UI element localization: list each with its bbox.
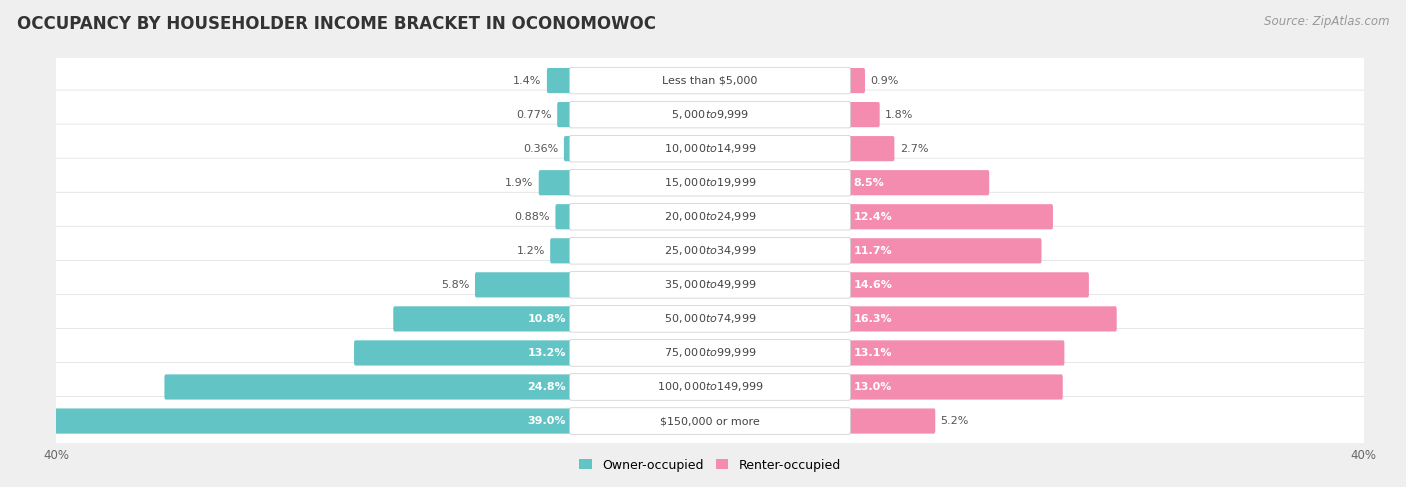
FancyBboxPatch shape	[569, 204, 851, 230]
Text: 0.36%: 0.36%	[523, 144, 558, 154]
FancyBboxPatch shape	[848, 68, 865, 93]
Text: $75,000 to $99,999: $75,000 to $99,999	[664, 346, 756, 359]
FancyBboxPatch shape	[44, 192, 1376, 241]
FancyBboxPatch shape	[569, 374, 851, 400]
FancyBboxPatch shape	[569, 408, 851, 434]
Text: 1.8%: 1.8%	[884, 110, 914, 120]
FancyBboxPatch shape	[44, 158, 1376, 207]
Text: 13.0%: 13.0%	[853, 382, 893, 392]
Text: $15,000 to $19,999: $15,000 to $19,999	[664, 176, 756, 189]
Legend: Owner-occupied, Renter-occupied: Owner-occupied, Renter-occupied	[579, 459, 841, 471]
Text: $20,000 to $24,999: $20,000 to $24,999	[664, 210, 756, 223]
FancyBboxPatch shape	[44, 261, 1376, 309]
Text: 5.8%: 5.8%	[441, 280, 470, 290]
Text: 12.4%: 12.4%	[853, 212, 893, 222]
Text: 16.3%: 16.3%	[853, 314, 893, 324]
FancyBboxPatch shape	[354, 340, 572, 366]
FancyBboxPatch shape	[848, 306, 1116, 332]
FancyBboxPatch shape	[475, 272, 572, 298]
Text: Source: ZipAtlas.com: Source: ZipAtlas.com	[1264, 15, 1389, 28]
FancyBboxPatch shape	[44, 56, 1376, 105]
FancyBboxPatch shape	[44, 124, 1376, 173]
FancyBboxPatch shape	[0, 409, 572, 433]
Text: 14.6%: 14.6%	[853, 280, 893, 290]
Text: 8.5%: 8.5%	[853, 178, 884, 187]
Text: 2.7%: 2.7%	[900, 144, 928, 154]
FancyBboxPatch shape	[44, 396, 1376, 446]
FancyBboxPatch shape	[848, 170, 990, 195]
FancyBboxPatch shape	[569, 67, 851, 94]
Text: 24.8%: 24.8%	[527, 382, 567, 392]
Text: 39.0%: 39.0%	[527, 416, 567, 426]
FancyBboxPatch shape	[44, 90, 1376, 139]
FancyBboxPatch shape	[569, 169, 851, 196]
FancyBboxPatch shape	[569, 272, 851, 298]
FancyBboxPatch shape	[848, 102, 880, 127]
FancyBboxPatch shape	[547, 68, 572, 93]
FancyBboxPatch shape	[538, 170, 572, 195]
FancyBboxPatch shape	[848, 272, 1088, 298]
Text: 5.2%: 5.2%	[941, 416, 969, 426]
Text: 1.4%: 1.4%	[513, 75, 541, 86]
FancyBboxPatch shape	[569, 135, 851, 162]
FancyBboxPatch shape	[557, 102, 572, 127]
Text: 11.7%: 11.7%	[853, 246, 893, 256]
FancyBboxPatch shape	[569, 101, 851, 128]
Text: OCCUPANCY BY HOUSEHOLDER INCOME BRACKET IN OCONOMOWOC: OCCUPANCY BY HOUSEHOLDER INCOME BRACKET …	[17, 15, 655, 33]
FancyBboxPatch shape	[165, 375, 572, 400]
FancyBboxPatch shape	[44, 226, 1376, 275]
Text: $25,000 to $34,999: $25,000 to $34,999	[664, 244, 756, 257]
FancyBboxPatch shape	[555, 204, 572, 229]
FancyBboxPatch shape	[848, 375, 1063, 400]
FancyBboxPatch shape	[44, 362, 1376, 412]
FancyBboxPatch shape	[569, 238, 851, 264]
FancyBboxPatch shape	[44, 328, 1376, 377]
FancyBboxPatch shape	[394, 306, 572, 332]
Text: $150,000 or more: $150,000 or more	[661, 416, 759, 426]
Text: 0.77%: 0.77%	[516, 110, 553, 120]
Text: 1.9%: 1.9%	[505, 178, 533, 187]
Text: 10.8%: 10.8%	[527, 314, 567, 324]
Text: $10,000 to $14,999: $10,000 to $14,999	[664, 142, 756, 155]
Text: $5,000 to $9,999: $5,000 to $9,999	[671, 108, 749, 121]
FancyBboxPatch shape	[848, 409, 935, 433]
FancyBboxPatch shape	[848, 340, 1064, 366]
FancyBboxPatch shape	[44, 294, 1376, 343]
Text: 13.2%: 13.2%	[527, 348, 567, 358]
FancyBboxPatch shape	[848, 238, 1042, 263]
FancyBboxPatch shape	[550, 238, 572, 263]
Text: 1.2%: 1.2%	[516, 246, 546, 256]
FancyBboxPatch shape	[569, 339, 851, 366]
Text: $50,000 to $74,999: $50,000 to $74,999	[664, 312, 756, 325]
FancyBboxPatch shape	[848, 204, 1053, 229]
Text: 0.9%: 0.9%	[870, 75, 898, 86]
Text: Less than $5,000: Less than $5,000	[662, 75, 758, 86]
Text: 13.1%: 13.1%	[853, 348, 893, 358]
FancyBboxPatch shape	[569, 306, 851, 332]
Text: $35,000 to $49,999: $35,000 to $49,999	[664, 279, 756, 291]
FancyBboxPatch shape	[564, 136, 572, 161]
Text: $100,000 to $149,999: $100,000 to $149,999	[657, 380, 763, 393]
FancyBboxPatch shape	[848, 136, 894, 161]
Text: 0.88%: 0.88%	[515, 212, 550, 222]
